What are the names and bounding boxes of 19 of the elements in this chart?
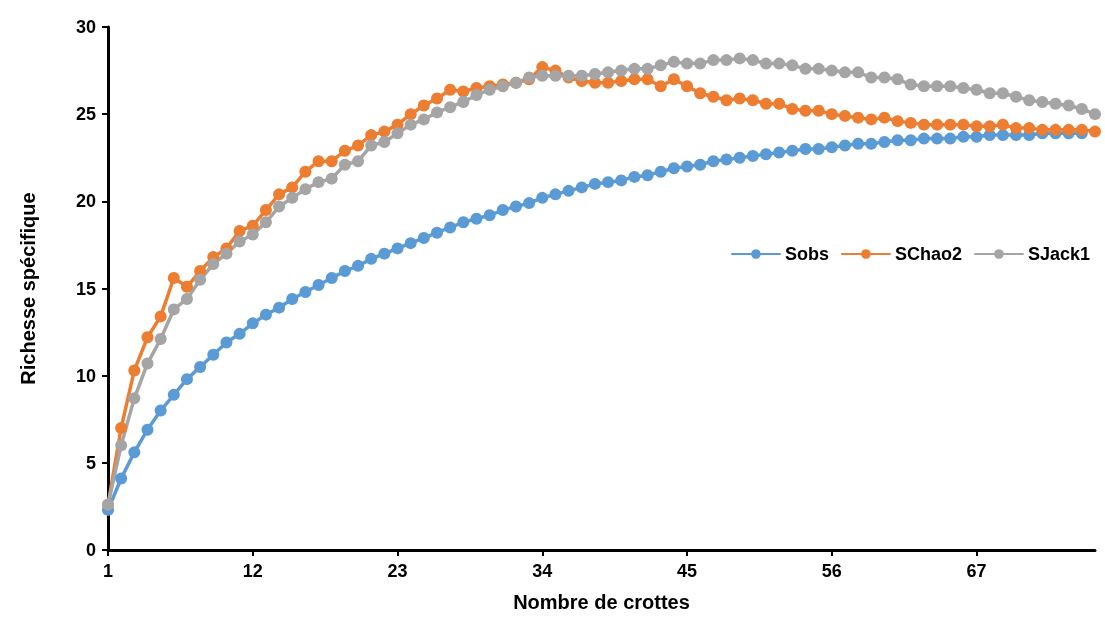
x-tick-label: 23 <box>387 561 408 581</box>
y-tick-label: 30 <box>75 17 96 37</box>
x-tick-label: 45 <box>677 561 698 581</box>
x-tick-label: 56 <box>821 561 842 581</box>
x-tick-label: 34 <box>532 561 553 581</box>
y-tick-label: 25 <box>75 104 96 125</box>
y-tick-label: 15 <box>75 278 96 299</box>
legend-label: SChao2 <box>894 244 962 264</box>
legend-label: Sobs <box>784 244 829 264</box>
legend-label: SJack1 <box>1027 244 1090 264</box>
y-tick-label: 5 <box>85 452 96 473</box>
y-tick-label: 0 <box>85 540 96 560</box>
x-tick-label: 67 <box>966 561 987 581</box>
y-axis-title: Richesse spécifique <box>17 192 39 385</box>
y-tick-label: 20 <box>75 191 96 212</box>
y-tick-label: 10 <box>75 365 96 386</box>
x-tick-label: 1 <box>102 561 114 581</box>
x-axis-title: Nombre de crottes <box>513 591 690 613</box>
x-tick-label: 12 <box>242 561 263 581</box>
